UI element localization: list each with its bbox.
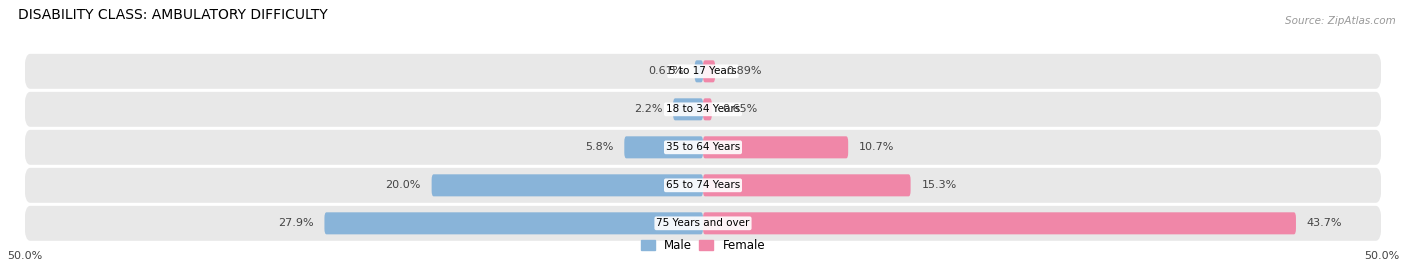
FancyBboxPatch shape [432, 174, 703, 196]
Text: 0.89%: 0.89% [725, 66, 762, 76]
Text: 20.0%: 20.0% [385, 180, 420, 190]
Text: 18 to 34 Years: 18 to 34 Years [666, 104, 740, 114]
Text: 35 to 64 Years: 35 to 64 Years [666, 142, 740, 152]
Text: 75 Years and over: 75 Years and over [657, 218, 749, 228]
Text: DISABILITY CLASS: AMBULATORY DIFFICULTY: DISABILITY CLASS: AMBULATORY DIFFICULTY [18, 8, 328, 22]
FancyBboxPatch shape [24, 206, 1382, 241]
Text: 2.2%: 2.2% [634, 104, 662, 114]
Text: Source: ZipAtlas.com: Source: ZipAtlas.com [1285, 16, 1396, 26]
FancyBboxPatch shape [703, 98, 711, 120]
FancyBboxPatch shape [24, 130, 1382, 165]
Text: 5.8%: 5.8% [585, 142, 613, 152]
Legend: Male, Female: Male, Female [636, 234, 770, 257]
FancyBboxPatch shape [624, 136, 703, 158]
FancyBboxPatch shape [24, 168, 1382, 203]
Text: 43.7%: 43.7% [1306, 218, 1343, 228]
FancyBboxPatch shape [695, 60, 703, 82]
FancyBboxPatch shape [673, 98, 703, 120]
Text: 0.65%: 0.65% [723, 104, 758, 114]
Text: 15.3%: 15.3% [921, 180, 956, 190]
Text: 27.9%: 27.9% [278, 218, 314, 228]
Text: 0.61%: 0.61% [648, 66, 683, 76]
FancyBboxPatch shape [703, 60, 716, 82]
Text: 5 to 17 Years: 5 to 17 Years [669, 66, 737, 76]
FancyBboxPatch shape [24, 92, 1382, 127]
FancyBboxPatch shape [703, 174, 911, 196]
FancyBboxPatch shape [703, 136, 848, 158]
FancyBboxPatch shape [325, 212, 703, 234]
FancyBboxPatch shape [703, 212, 1296, 234]
Text: 65 to 74 Years: 65 to 74 Years [666, 180, 740, 190]
Text: 10.7%: 10.7% [859, 142, 894, 152]
FancyBboxPatch shape [24, 54, 1382, 89]
